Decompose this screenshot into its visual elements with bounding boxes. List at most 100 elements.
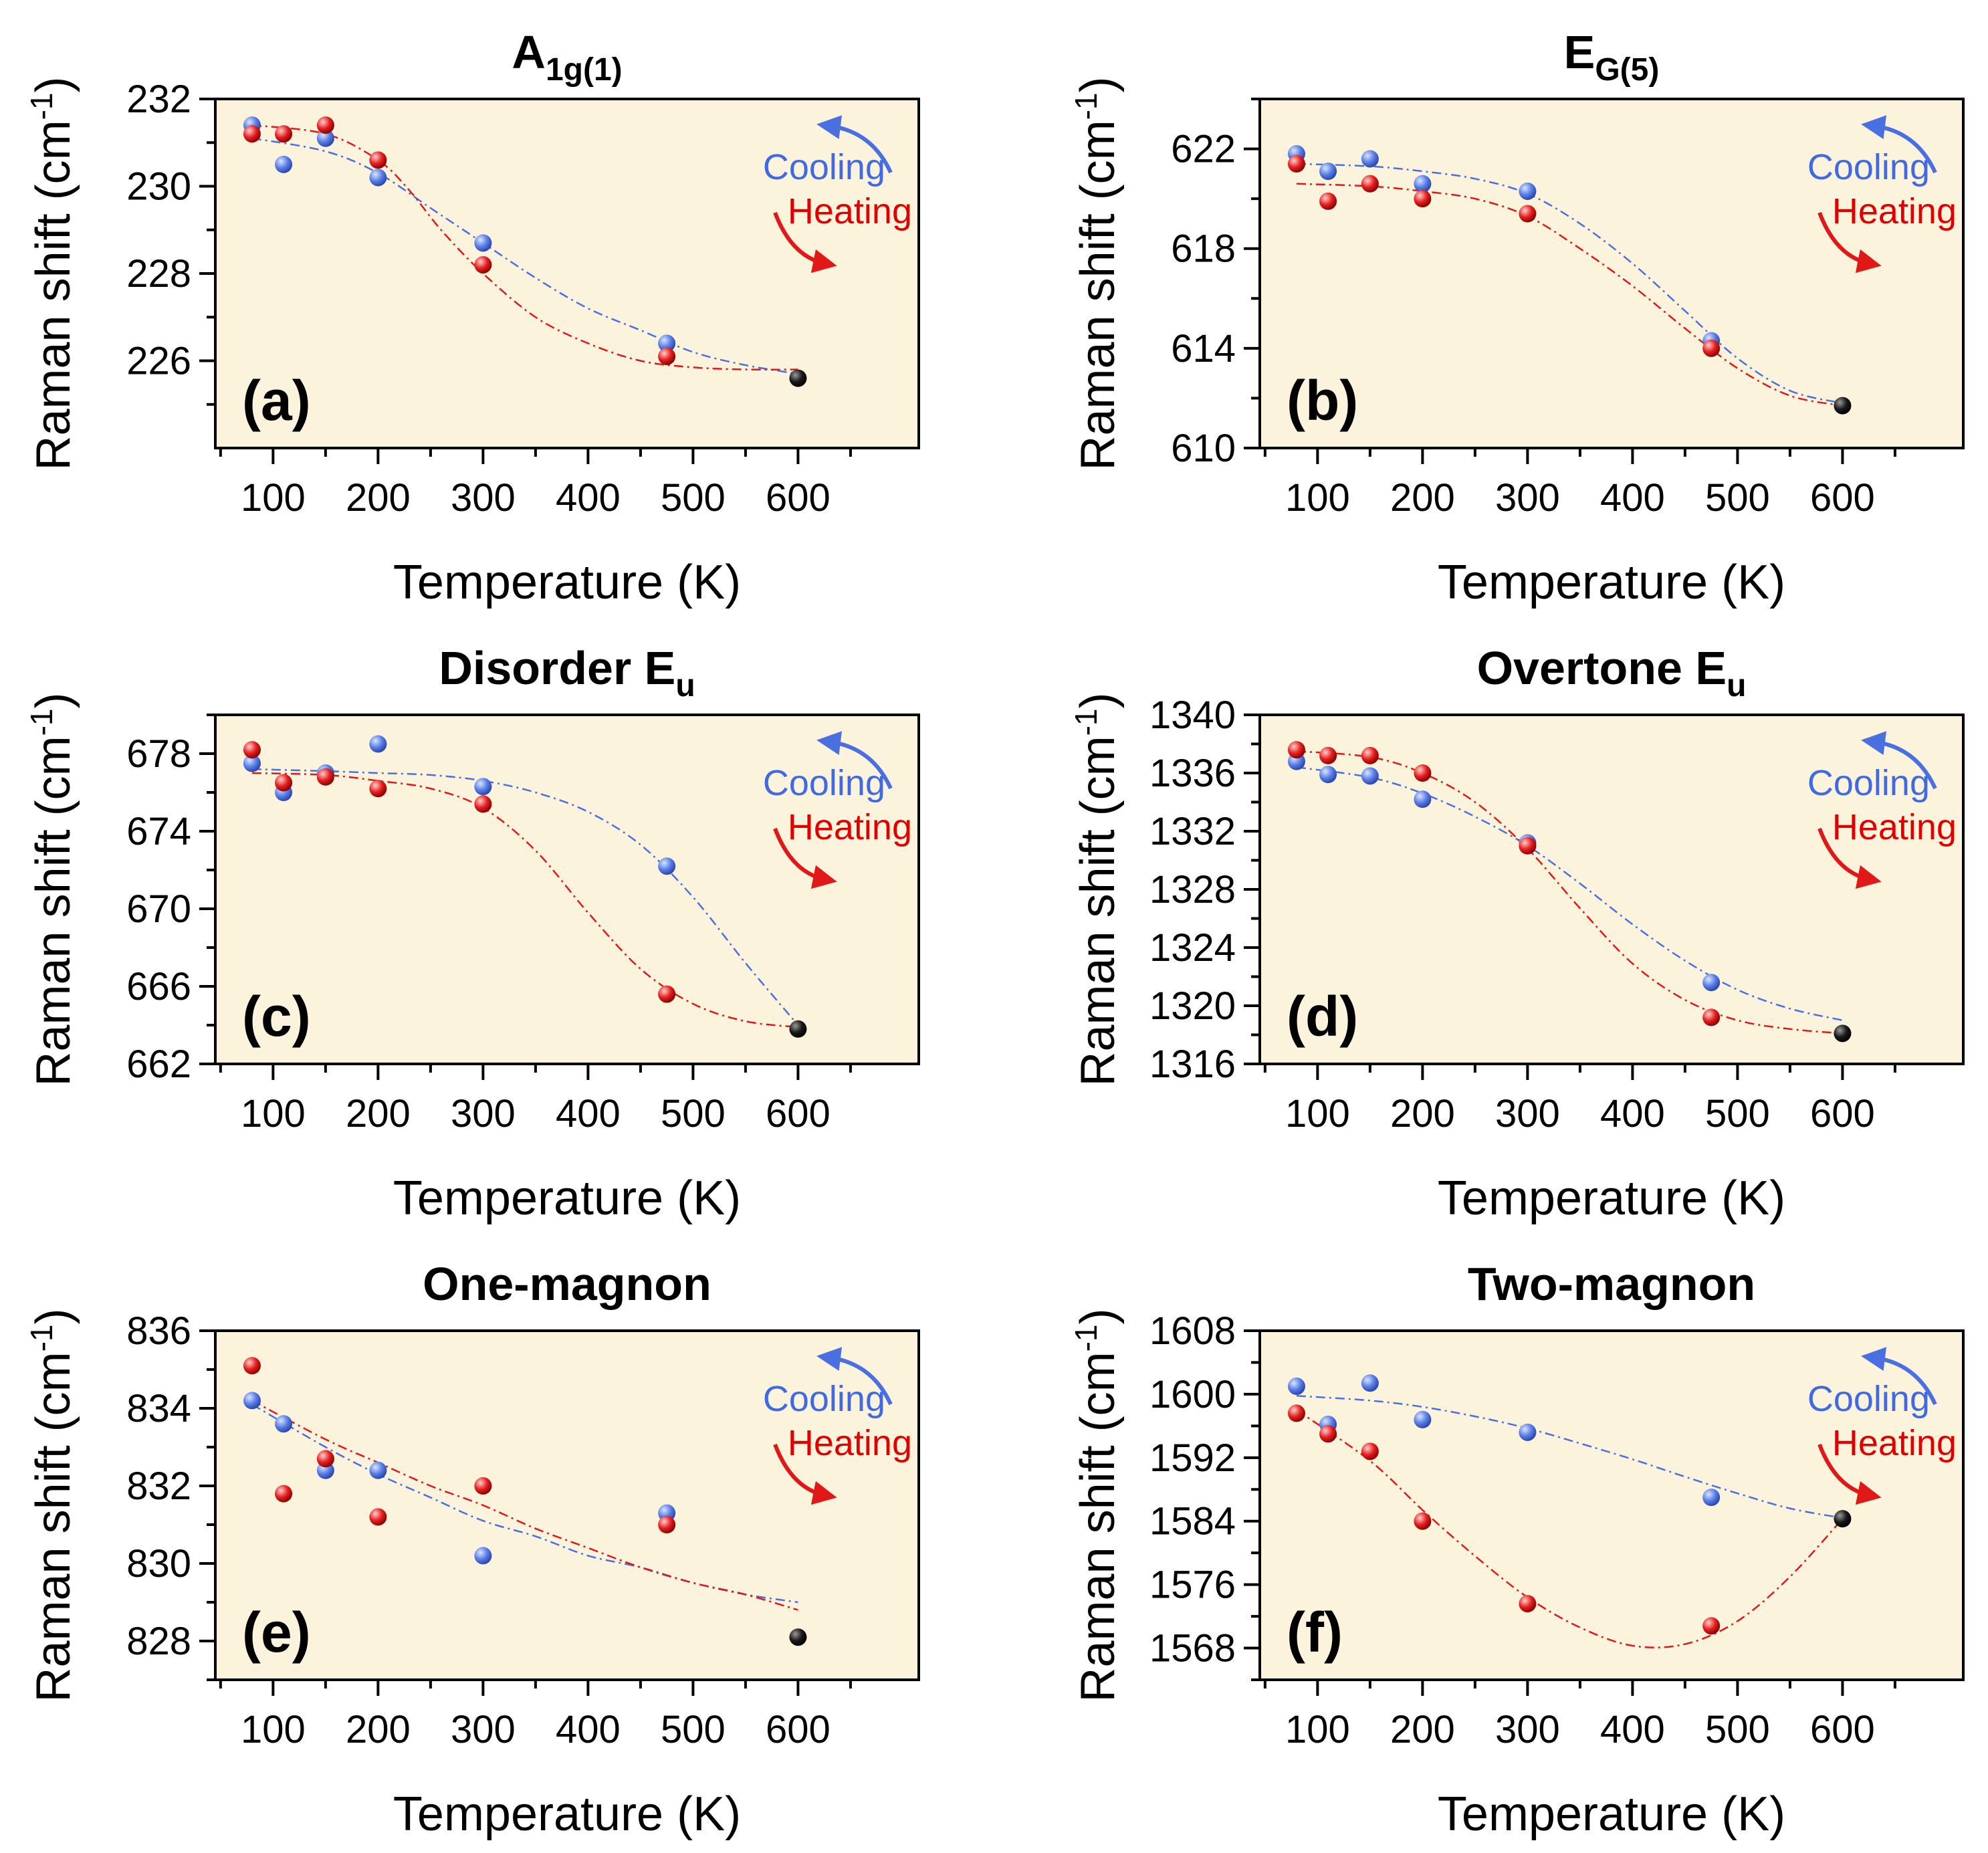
x-tick-label: 200 bbox=[346, 1708, 411, 1751]
heating-point bbox=[243, 125, 261, 143]
y-tick-label: 1328 bbox=[1149, 868, 1236, 911]
x-tick-label: 600 bbox=[1810, 476, 1875, 520]
cooling-fit-line bbox=[251, 137, 798, 375]
heating-point bbox=[1519, 205, 1537, 223]
y-axis-title-close: ) bbox=[1071, 693, 1125, 709]
y-axis: 828 830 832 834 836 bbox=[126, 1309, 215, 1681]
y-axis: 226 228 230 232 bbox=[126, 78, 215, 406]
heating-point bbox=[1319, 192, 1337, 210]
legend-heating: Heating bbox=[1832, 191, 1957, 231]
x-axis: 100 200 300 400 500 600 bbox=[219, 1064, 852, 1135]
x-axis: 100 200 300 400 500 600 bbox=[219, 1680, 852, 1751]
cooling-point bbox=[1519, 182, 1537, 200]
y-axis-title-close: ) bbox=[1071, 1309, 1125, 1325]
cooling-point bbox=[474, 778, 492, 796]
heating-point bbox=[1287, 741, 1305, 759]
y-axis-title: Raman shift (cm-1) bbox=[1069, 1309, 1125, 1703]
x-tick-label: 300 bbox=[451, 1092, 516, 1135]
x-tick-label: 100 bbox=[241, 1092, 306, 1135]
y-axis-title-main: Raman shift (cm bbox=[27, 120, 80, 470]
y-axis-title-close: ) bbox=[27, 693, 80, 709]
x-axis-title: Temperature (K) bbox=[1438, 556, 1785, 609]
panel-label: (d) bbox=[1287, 985, 1358, 1048]
x-tick-label: 300 bbox=[1495, 476, 1560, 520]
y-tick-label: 226 bbox=[126, 340, 191, 383]
y-axis: 1568 1576 1584 1592 1600 1608 bbox=[1149, 1309, 1260, 1681]
x-tick-label: 100 bbox=[1285, 1092, 1350, 1135]
panel-label: (f) bbox=[1287, 1601, 1343, 1664]
heating-point bbox=[316, 768, 334, 786]
legend-heating: Heating bbox=[788, 191, 912, 231]
heating-point bbox=[474, 1477, 492, 1495]
heating-point bbox=[1319, 746, 1337, 764]
legend-heating: Heating bbox=[788, 1423, 912, 1463]
y-tick-label: 1316 bbox=[1149, 1043, 1236, 1086]
cooling-point bbox=[1287, 1378, 1305, 1396]
cooling-point bbox=[1414, 1410, 1432, 1428]
y-tick-label: 1600 bbox=[1149, 1373, 1236, 1416]
y-axis: 610 614 618 622 bbox=[1171, 98, 1260, 470]
panel-title: EG(5) bbox=[1564, 26, 1660, 88]
heating-fit-line bbox=[251, 1400, 798, 1611]
heating-point bbox=[658, 985, 676, 1003]
y-axis-title: Raman shift (cm-1) bbox=[1069, 77, 1125, 471]
x-tick-label: 400 bbox=[1600, 1708, 1665, 1751]
y-axis-title-main: Raman shift (cm bbox=[1071, 1351, 1125, 1702]
heating-point bbox=[1319, 1425, 1337, 1443]
x-axis: 100 200 300 400 500 600 bbox=[1263, 1680, 1896, 1751]
heating-point bbox=[658, 1516, 676, 1533]
y-tick-label: 674 bbox=[126, 810, 191, 853]
cooling-point bbox=[474, 234, 492, 252]
x-tick-label: 200 bbox=[1390, 476, 1455, 520]
x-tick-label: 400 bbox=[556, 1708, 621, 1751]
panel-title-main: A bbox=[512, 26, 546, 78]
x-axis-title: Temperature (K) bbox=[393, 556, 741, 609]
heating-fit-line bbox=[1296, 1409, 1844, 1648]
heating-point bbox=[1361, 746, 1379, 764]
cooling-fit-line bbox=[251, 768, 799, 1026]
cooling-point bbox=[243, 754, 261, 772]
panel-title-sub: u bbox=[675, 668, 695, 703]
panel-title-main: Disorder E bbox=[439, 642, 675, 694]
y-tick-label: 618 bbox=[1171, 227, 1236, 271]
y-axis-title-close: ) bbox=[1071, 77, 1125, 93]
panel-title-main: Overtone E bbox=[1477, 642, 1727, 694]
y-axis-title-sup: -1 bbox=[24, 708, 59, 736]
legend-heating: Heating bbox=[788, 807, 912, 847]
heating-point bbox=[275, 1485, 293, 1503]
legend-cooling: Cooling bbox=[763, 147, 885, 187]
y-tick-label: 614 bbox=[1171, 327, 1236, 370]
y-tick-label: 666 bbox=[126, 965, 191, 1008]
y-axis: 1316 1320 1324 1328 1332 1336 1340 bbox=[1149, 693, 1260, 1086]
heating-point bbox=[369, 1508, 387, 1526]
x-tick-label: 500 bbox=[1705, 1092, 1770, 1135]
x-tick-label: 300 bbox=[1495, 1092, 1560, 1135]
x-tick-label: 400 bbox=[556, 1092, 621, 1135]
heating-arrow-icon bbox=[1817, 211, 1882, 274]
heating-point bbox=[369, 780, 387, 798]
heating-point bbox=[474, 795, 492, 813]
cooling-point bbox=[243, 1392, 261, 1410]
x-tick-label: 500 bbox=[1705, 476, 1770, 520]
cooling-point bbox=[1702, 1489, 1721, 1507]
y-tick-label: 828 bbox=[126, 1620, 191, 1663]
heating-point bbox=[1414, 764, 1432, 782]
shared-point bbox=[789, 1020, 807, 1038]
y-tick-label: 1336 bbox=[1149, 752, 1236, 795]
legend-cooling: Cooling bbox=[1807, 1379, 1930, 1419]
x-tick-label: 600 bbox=[766, 476, 831, 520]
cooling-arrow-icon bbox=[1861, 1347, 1937, 1406]
heating-point bbox=[1414, 1512, 1432, 1530]
x-tick-label: 200 bbox=[1390, 1708, 1455, 1751]
panel-title: Overtone Eu bbox=[1477, 642, 1747, 703]
heating-fit-line bbox=[1296, 183, 1843, 407]
x-axis-title: Temperature (K) bbox=[1438, 1787, 1785, 1841]
x-tick-label: 600 bbox=[1810, 1092, 1875, 1135]
panel-title: Two-magnon bbox=[1468, 1258, 1755, 1310]
